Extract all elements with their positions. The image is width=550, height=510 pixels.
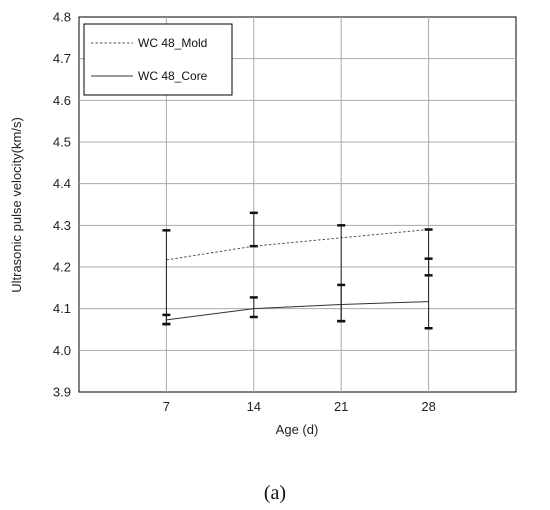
x-axis-label: Age (d) [276,422,319,437]
y-tick-label: 3.9 [53,385,71,400]
range-markers [162,211,433,330]
x-tick-label: 14 [247,399,261,414]
x-tick-labels: 7 14 21 28 [163,399,436,414]
core-series-line [166,301,429,321]
y-axis-label: Ultrasonic pulse velocity(km/s) [9,117,24,293]
x-tick-label: 28 [421,399,435,414]
legend-label-core: WC 48_Core [138,69,208,83]
y-tick-label: 4.8 [53,10,71,25]
figure-caption: (a) [264,482,286,504]
series-lines [166,229,429,321]
y-tick-label: 4.7 [53,51,71,66]
x-tick-label: 21 [334,399,348,414]
y-tick-label: 4.1 [53,301,71,316]
mold-series-line [166,229,429,261]
y-tick-label: 4.4 [53,176,71,191]
y-tick-labels: 3.9 4.0 4.1 4.2 4.3 4.4 4.5 4.6 4.7 4.8 [53,10,71,400]
legend-label-mold: WC 48_Mold [138,36,207,50]
y-tick-label: 4.5 [53,135,71,150]
y-tick-label: 4.2 [53,260,71,275]
legend-box [83,23,233,96]
x-tick-label: 7 [163,399,170,414]
y-tick-label: 4.3 [53,218,71,233]
legend: WC 48_Mold WC 48_Core [83,23,233,96]
y-tick-label: 4.0 [53,343,71,358]
y-tick-label: 4.6 [53,93,71,108]
